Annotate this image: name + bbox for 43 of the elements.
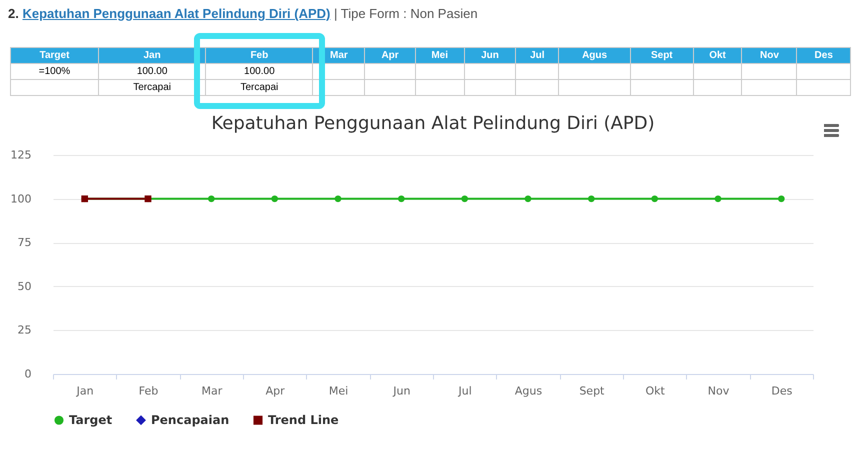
x-tick-label: Mei: [328, 384, 348, 398]
category-label: Mei: [431, 50, 448, 61]
category-label: Sept: [650, 50, 673, 61]
x-tick-label: Agus: [514, 384, 542, 398]
x-tick-label: Mar: [201, 384, 223, 398]
y-tick-label: 50: [18, 280, 32, 293]
x-tick-label: Apr: [266, 384, 286, 398]
category-label: Nov: [760, 50, 779, 61]
x-tick-label: Jan: [76, 384, 94, 398]
text: Kepatuhan Penggunaan Alat Pelindung Diri (APD): [22, 6, 330, 21]
chart-title: Kepatuhan Penggunaan Alat Pelindung Diri (APD): [211, 113, 655, 134]
x-tick-label: Sept: [579, 384, 606, 398]
text: 2.: [8, 6, 20, 21]
text: 100.00: [206, 64, 313, 80]
x-tick-label: Jul: [458, 384, 472, 398]
x-tick-label: Okt: [645, 384, 666, 398]
y-tick-label: 75: [18, 236, 32, 250]
legend-label: Pencapaian: [151, 413, 230, 428]
x-tick-label: Nov: [708, 384, 730, 398]
text: Tercapai: [206, 80, 313, 96]
y-tick-label: 125: [10, 148, 32, 162]
category-label: Agus: [582, 50, 608, 61]
category-label: Okt: [709, 50, 726, 61]
text: 100.00: [98, 64, 206, 80]
y-tick-label: 100: [10, 192, 32, 206]
category-label: Jan: [144, 50, 161, 61]
text: | Tipe Form : Non Pasien: [334, 6, 478, 21]
x-tick-label: Des: [771, 384, 793, 398]
category-label: Apr: [381, 50, 399, 61]
x-tick-label: Jun: [392, 384, 410, 398]
x-tick-label: Feb: [138, 384, 158, 398]
category-label: Jun: [481, 50, 499, 61]
text: Target: [40, 50, 70, 61]
y-tick-label: 25: [18, 324, 32, 337]
text: =100%: [10, 64, 98, 80]
legend-label: Trend Line: [268, 413, 339, 428]
category-label: Des: [814, 50, 833, 61]
category-label: Feb: [250, 50, 268, 61]
category-label: Mar: [330, 50, 348, 61]
legend-label: Target: [69, 413, 112, 428]
text: Tercapai: [98, 80, 206, 96]
y-tick-label: 0: [24, 368, 32, 380]
category-label: Jul: [530, 50, 545, 61]
